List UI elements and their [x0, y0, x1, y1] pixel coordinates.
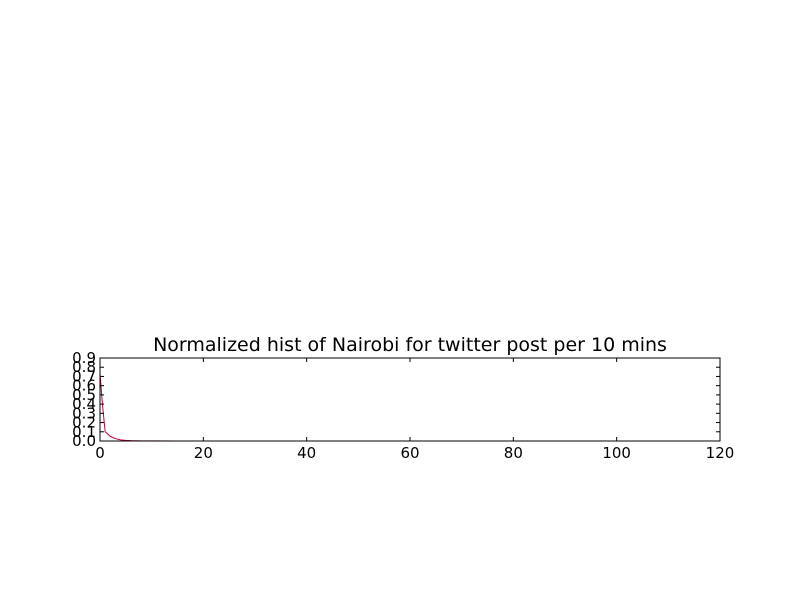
y-tick-label: 0.0 [72, 432, 96, 450]
series-layer [99, 373, 695, 442]
y-tick-label: 0.1 [72, 423, 96, 441]
x-tick-label: 80 [504, 444, 523, 462]
y-tick-label: 0.4 [72, 395, 96, 413]
x-tick-label: 0 [95, 444, 105, 462]
x-axis-ticks: 0 20 40 60 80 100 120 [95, 358, 734, 462]
x-tick-label: 40 [297, 444, 316, 462]
y-tick-label: 0.2 [72, 414, 96, 432]
axes-frame [99, 357, 721, 442]
series-line-0 [99, 373, 695, 442]
y-tick-label: 0.5 [72, 386, 96, 404]
chart-title: Normalized hist of Nairobi for twitter p… [153, 334, 667, 356]
y-tick-label: 0.3 [72, 404, 96, 422]
y-axis-ticks: 0.00.10.20.30.40.50.60.70.80.9 [72, 349, 720, 450]
x-tick-label: 60 [400, 444, 419, 462]
y-tick-label: 0.7 [72, 367, 96, 385]
x-tick-label: 20 [194, 444, 213, 462]
y-tick-label: 0.8 [72, 358, 96, 376]
y-tick-label: 0.9 [72, 349, 96, 367]
x-tick-label: 100 [602, 444, 631, 462]
x-tick-label: 120 [706, 444, 735, 462]
y-tick-label: 0.6 [72, 377, 96, 395]
